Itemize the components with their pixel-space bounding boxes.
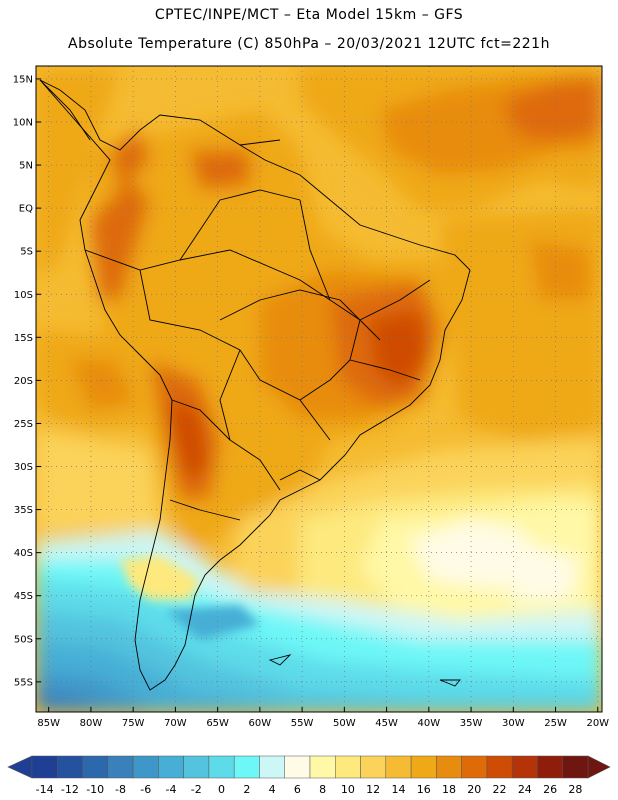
- colorbar-label: 6: [294, 783, 301, 796]
- colorbar-swatch: [158, 755, 184, 779]
- colorbar-swatch: [309, 755, 336, 779]
- colorbar-label: -6: [140, 783, 151, 796]
- colorbar-label: -8: [115, 783, 126, 796]
- lat-tick-label: 55S: [14, 677, 33, 688]
- colorbar-label: 14: [391, 783, 405, 796]
- lon-tick-label: 50W: [333, 718, 356, 729]
- lat-tick-label: 5N: [19, 161, 33, 172]
- lat-tick-label: 10N: [13, 117, 33, 128]
- colorbar-label: 22: [493, 783, 507, 796]
- lon-tick-label: 70W: [164, 718, 187, 729]
- colorbar-label: 16: [417, 783, 431, 796]
- colorbar: -14 -12 -10 -8 -6 -4 -2 0 2 4 6 8 10 12 14 16 18 20 22 24 26…: [7, 755, 611, 796]
- colorbar-swatch: [107, 755, 134, 779]
- colorbar-swatch: [461, 755, 488, 779]
- colorbar-swatch: [360, 755, 387, 779]
- colorbar-swatch: [259, 755, 285, 779]
- colorbar-swatch: [57, 755, 83, 779]
- colorbar-label: 24: [518, 783, 532, 796]
- lat-tick-label: 40S: [14, 548, 33, 559]
- latitude-axis: 15N 10N 5N EQ 5S 10S 15S 20S 25S 30S 35S 40S 45S 50S 5…: [13, 74, 41, 688]
- colorbar-label: 12: [366, 783, 380, 796]
- colorbar-label: 0: [218, 783, 225, 796]
- map-frame: [35, 65, 603, 713]
- colorbar-label: 10: [341, 783, 355, 796]
- colorbar-label: -2: [191, 783, 202, 796]
- lon-tick-label: 35W: [460, 718, 483, 729]
- colorbar-label: 18: [442, 783, 456, 796]
- lat-tick-label: 25S: [14, 419, 33, 430]
- lon-tick-label: 20W: [586, 718, 609, 729]
- coastline: [39, 79, 471, 691]
- colorbar-swatch: [284, 755, 311, 779]
- colorbar-label: 28: [568, 783, 582, 796]
- colorbar-swatch: [335, 755, 361, 779]
- lat-tick-label: 15S: [14, 333, 33, 344]
- colorbar-swatch: [486, 755, 513, 779]
- lon-tick-label: 60W: [249, 718, 272, 729]
- colorbar-label: 2: [243, 783, 250, 796]
- map-title-line-2: Absolute Temperature (C) 850hPa – 20/03/…: [68, 36, 550, 52]
- lon-tick-label: 75W: [122, 718, 145, 729]
- lat-tick-label: 15N: [13, 74, 33, 85]
- colorbar-swatch: [410, 755, 437, 779]
- lon-tick-label: 55W: [291, 718, 314, 729]
- colorbar-label: 4: [269, 783, 276, 796]
- lon-tick-label: 45W: [375, 718, 398, 729]
- lon-tick-label: 80W: [80, 718, 103, 729]
- colorbar-swatch: [132, 755, 159, 779]
- colorbar-swatch: [233, 755, 260, 779]
- lon-tick-label: 85W: [37, 718, 60, 729]
- lon-tick-label: 40W: [418, 718, 441, 729]
- lon-tick-label: 25W: [544, 718, 567, 729]
- colorbar-label: 26: [543, 783, 557, 796]
- lat-tick-label: 35S: [14, 505, 33, 516]
- colorbar-swatch: [436, 755, 462, 779]
- lat-tick-label: EQ: [19, 204, 33, 215]
- colorbar-swatch: [208, 755, 235, 779]
- colorbar-swatch: [31, 755, 58, 779]
- colorbar-label: -14: [36, 783, 54, 796]
- colorbar-label: -12: [61, 783, 79, 796]
- lat-tick-label: 20S: [14, 376, 33, 387]
- longitude-axis: 85W 80W 75W 70W 65W 60W 55W 50W 45W 40W 35W 30W 25W 2…: [37, 707, 609, 729]
- lat-tick-label: 50S: [14, 634, 33, 645]
- colorbar-label: 8: [319, 783, 326, 796]
- lon-tick-label: 30W: [502, 718, 525, 729]
- colorbar-swatch: [82, 755, 109, 779]
- map-title-line-1: CPTEC/INPE/MCT – Eta Model 15km – GFS: [154, 7, 464, 23]
- colorbar-min-arrow: [7, 755, 33, 779]
- lat-tick-label: 10S: [14, 290, 33, 301]
- colorbar-swatch: [537, 755, 563, 779]
- lon-tick-label: 65W: [206, 718, 229, 729]
- colorbar-swatch: [562, 755, 589, 779]
- colorbar-swatch: [385, 755, 412, 779]
- lat-tick-label: 30S: [14, 462, 33, 473]
- colorbar-label: 20: [467, 783, 481, 796]
- lat-tick-label: 5S: [20, 247, 33, 258]
- colorbar-swatch: [183, 755, 210, 779]
- colorbar-label: -10: [86, 783, 104, 796]
- colorbar-max-arrow: [587, 755, 611, 779]
- lat-tick-label: 45S: [14, 591, 33, 602]
- temperature-field: [36, 66, 602, 712]
- colorbar-label: -4: [166, 783, 177, 796]
- colorbar-swatch: [511, 755, 538, 779]
